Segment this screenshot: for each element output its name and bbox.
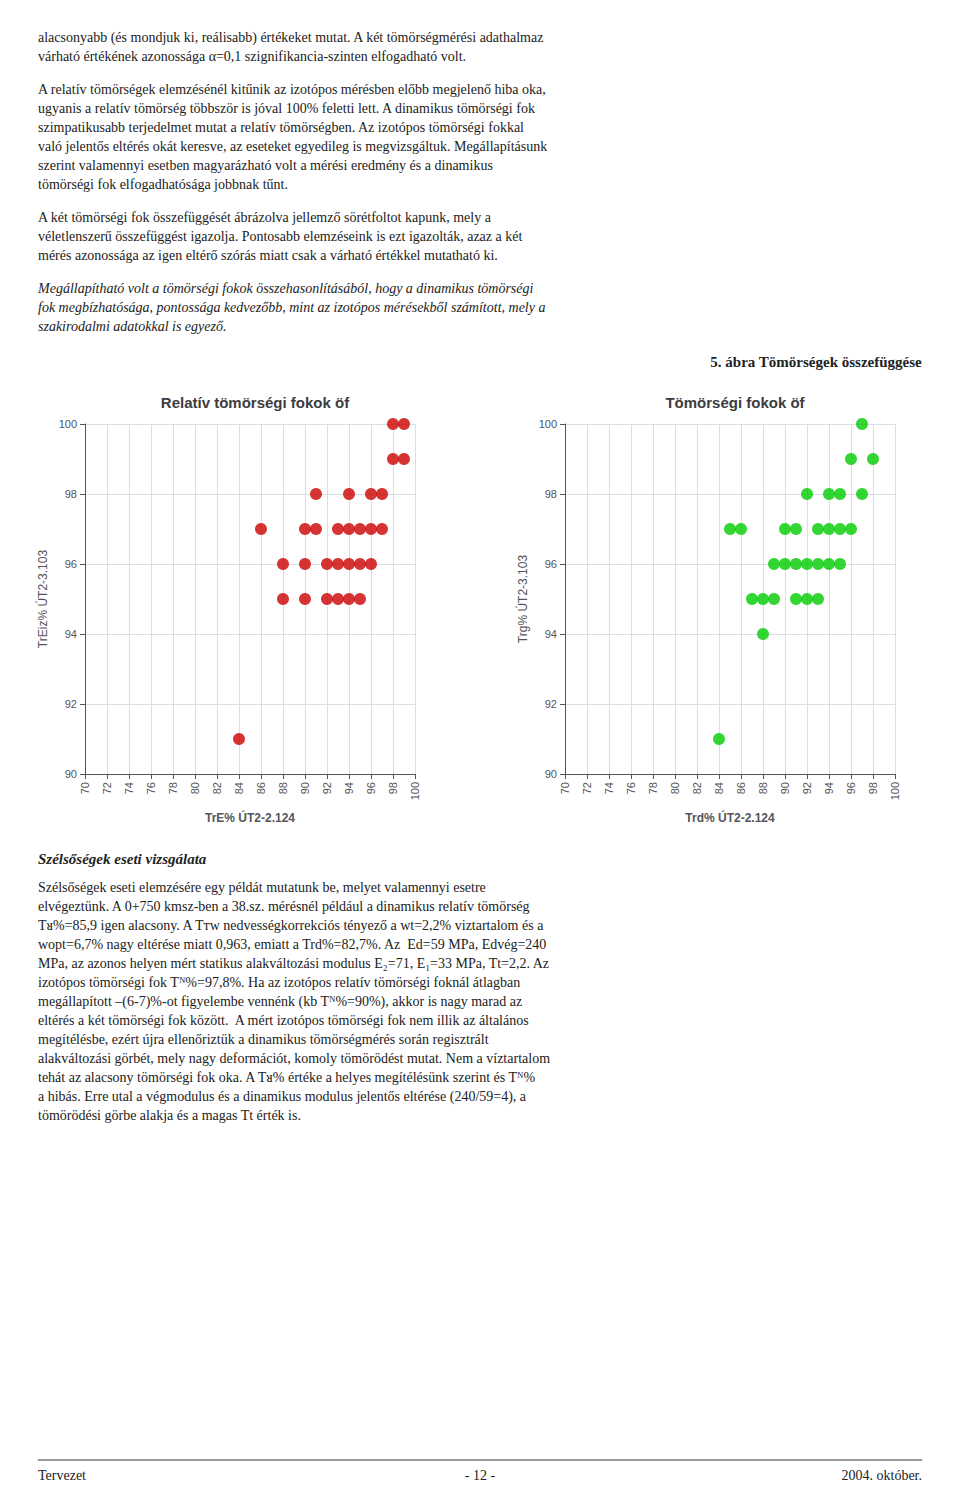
svg-text:véletlenszerű összefüggést iga: véletlenszerű összefüggést igazolja. Pon…: [38, 229, 522, 244]
svg-text:94: 94: [343, 782, 355, 794]
svg-text:való jelentős eltérés okát ker: való jelentős eltérés okát keresve, az e…: [38, 139, 547, 154]
svg-text:72: 72: [101, 782, 113, 794]
svg-text:74: 74: [603, 782, 615, 794]
svg-text:megítélésbe, ezért újra ellenő: megítélésbe, ezért újra ellenőriztük a d…: [38, 1032, 489, 1047]
svg-text:92: 92: [321, 782, 333, 794]
svg-text:70: 70: [559, 782, 571, 794]
svg-text:96: 96: [545, 558, 557, 570]
svg-text:izotópos tömörségi fok Tᴺ%=97,: izotópos tömörségi fok Tᴺ%=97,8%. Ha az …: [38, 975, 520, 990]
svg-text:80: 80: [189, 782, 201, 794]
svg-text:74: 74: [123, 782, 135, 794]
svg-text:86: 86: [735, 782, 747, 794]
svg-text:70: 70: [79, 782, 91, 794]
svg-text:Trg% ÚT2-3.103: Trg% ÚT2-3.103: [515, 555, 530, 644]
svg-text:alakváltozási görbét, mely nag: alakváltozási görbét, mely nagy deformác…: [38, 1051, 550, 1066]
svg-text:fok megbízhatósága, pontossága: fok megbízhatósága, pontossága kedvezőbb…: [38, 300, 545, 315]
svg-text:mérés azonossága az igen eltér: mérés azonossága az igen eltérő szórás m…: [38, 248, 498, 263]
svg-text:98: 98: [387, 782, 399, 794]
svg-text:A két tömörségi fok összefüggé: A két tömörségi fok összefüggését ábrázo…: [38, 210, 492, 225]
svg-text:92: 92: [801, 782, 813, 794]
svg-text:96: 96: [365, 782, 377, 794]
svg-text:84: 84: [713, 782, 725, 794]
svg-text:megállapított –(6-7)%-ot figye: megállapított –(6-7)%-ot figyelembe venn…: [38, 994, 522, 1010]
svg-text:a hibás. Erre utal a végmodulu: a hibás. Erre utal a végmodulus és a din…: [38, 1089, 527, 1105]
svg-text:2004. október.: 2004. október.: [842, 1468, 923, 1483]
svg-text:82: 82: [211, 782, 223, 794]
svg-text:szakirodalmi adatokkal is egye: szakirodalmi adatokkal is egyező.: [38, 319, 226, 334]
svg-text:86: 86: [255, 782, 267, 794]
svg-text:Szélsőségek eseti elemzésére e: Szélsőségek eseti elemzésére egy példát …: [38, 880, 486, 895]
svg-text:TrE% ÚT2-2.124: TrE% ÚT2-2.124: [205, 810, 295, 825]
svg-text:94: 94: [823, 782, 835, 794]
svg-text:Tᴚ%=85,9 igen alacsony. A Tᴛw: Tᴚ%=85,9 igen alacsony. A Tᴛw nedvességk…: [38, 918, 544, 933]
svg-text:wopt=6,7% nagy eltérése miatt: wopt=6,7% nagy eltérése miatt 0,963, emi…: [38, 937, 546, 952]
svg-text:100: 100: [59, 418, 77, 430]
svg-text:MPa, az azonos helyen mért sta: MPa, az azonos helyen mért statikus alak…: [38, 956, 549, 971]
svg-text:szerint valamennyi esetben mag: szerint valamennyi esetben magyarázható …: [38, 158, 493, 173]
svg-text:100: 100: [409, 782, 421, 800]
svg-text:ugyanis a relatív tömörség töb: ugyanis a relatív tömörség többször is j…: [38, 101, 535, 116]
svg-text:100: 100: [539, 418, 557, 430]
svg-text:Trd% ÚT2-2.124: Trd% ÚT2-2.124: [685, 810, 775, 825]
svg-text:Szélsőségek eseti vizsgálata: Szélsőségek eseti vizsgálata: [38, 851, 207, 867]
svg-text:94: 94: [545, 628, 557, 640]
svg-text:92: 92: [545, 698, 557, 710]
svg-text:tömörségi fok elfogadhatósága: tömörségi fok elfogadhatósága jobbnak tű…: [38, 177, 288, 192]
svg-text:78: 78: [647, 782, 659, 794]
svg-text:elvégeztünk. A 0+750 kmsz-ben: elvégeztünk. A 0+750 kmsz-ben a 38.sz. m…: [38, 899, 530, 914]
svg-text:76: 76: [625, 782, 637, 794]
svg-text:TrEiz% ÚT2-3.103: TrEiz% ÚT2-3.103: [35, 550, 50, 649]
svg-text:96: 96: [845, 782, 857, 794]
svg-text:72: 72: [581, 782, 593, 794]
svg-text:alacsonyabb (és mondjuk ki, re: alacsonyabb (és mondjuk ki, reálisabb) é…: [38, 30, 543, 46]
svg-text:88: 88: [757, 782, 769, 794]
svg-text:Relatív tömörségi fokok öf: Relatív tömörségi fokok öf: [161, 394, 350, 411]
svg-text:88: 88: [277, 782, 289, 794]
svg-text:A relatív tömörségek elemzésén: A relatív tömörségek elemzésénél kitűnik…: [38, 82, 546, 97]
svg-text:- 12 -: - 12 -: [465, 1468, 496, 1483]
svg-text:90: 90: [299, 782, 311, 794]
svg-text:96: 96: [65, 558, 77, 570]
svg-text:90: 90: [779, 782, 791, 794]
svg-text:várható értékének azonossága α: várható értékének azonossága α=0,1 szign…: [38, 49, 466, 64]
svg-text:5. ábra Tömörségek összefüggés: 5. ábra Tömörségek összefüggése: [710, 354, 922, 370]
svg-text:szimpatikusabb terjedelmet mut: szimpatikusabb terjedelmet mutat a relat…: [38, 120, 524, 135]
svg-text:eltérés a két tömörségi fok kö: eltérés a két tömörségi fok között. A mé…: [38, 1013, 529, 1028]
svg-text:Tömörségi fokok öf: Tömörségi fokok öf: [665, 394, 805, 411]
svg-text:Megállapítható volt a tömörség: Megállapítható volt a tömörségi fokok ös…: [37, 281, 534, 296]
svg-text:82: 82: [691, 782, 703, 794]
svg-text:98: 98: [545, 488, 557, 500]
svg-text:tehát az alacsony tömörségi fo: tehát az alacsony tömörségi fok oka. A T…: [38, 1070, 536, 1085]
svg-text:78: 78: [167, 782, 179, 794]
svg-text:Tervezet: Tervezet: [38, 1468, 86, 1483]
svg-text:94: 94: [65, 628, 77, 640]
svg-text:76: 76: [145, 782, 157, 794]
svg-text:92: 92: [65, 698, 77, 710]
svg-text:tömörödési görbe alakja és a m: tömörödési görbe alakja és a magas Tt ér…: [38, 1108, 301, 1123]
svg-text:100: 100: [889, 782, 901, 800]
svg-text:90: 90: [65, 768, 77, 780]
svg-text:98: 98: [65, 488, 77, 500]
svg-text:90: 90: [545, 768, 557, 780]
svg-text:80: 80: [669, 782, 681, 794]
svg-text:84: 84: [233, 782, 245, 794]
svg-text:98: 98: [867, 782, 879, 794]
